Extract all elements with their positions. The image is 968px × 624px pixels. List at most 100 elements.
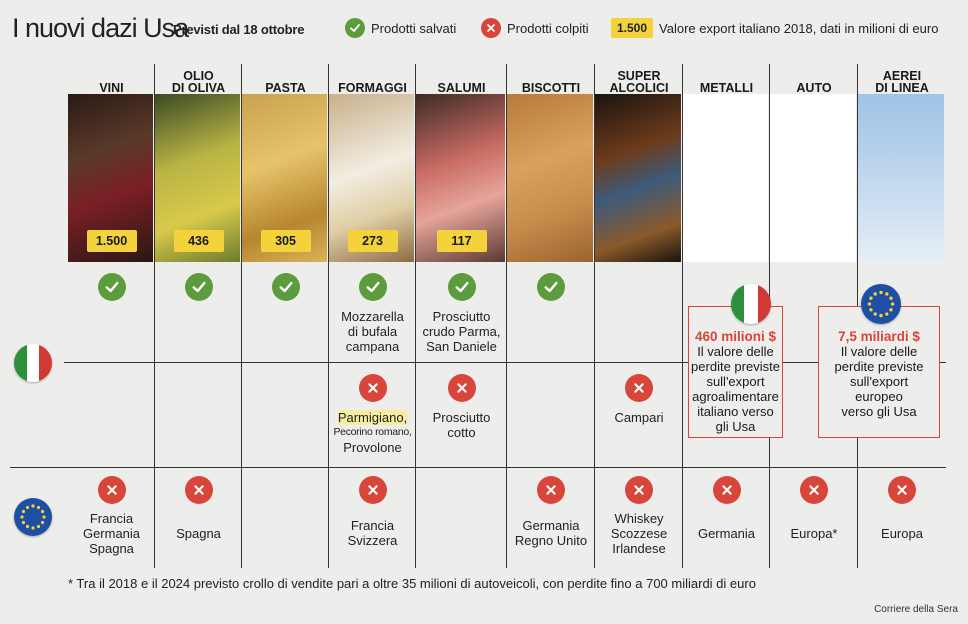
eu-hit-countries: Germania bbox=[697, 526, 756, 541]
check-circle-icon bbox=[97, 273, 126, 301]
column-header: AUTO bbox=[770, 60, 858, 95]
column-header-line2: SALUMI bbox=[437, 81, 486, 95]
eu-star bbox=[869, 296, 873, 300]
column-header-line2: PASTA bbox=[265, 81, 306, 95]
check-circle-icon bbox=[358, 273, 387, 301]
eu-hit-marker bbox=[625, 476, 653, 504]
check-circle-icon bbox=[271, 273, 300, 301]
page-subtitle: Previsti dal 18 ottobre bbox=[173, 22, 305, 37]
italy-hit-marker bbox=[447, 374, 476, 402]
x-circle-icon bbox=[184, 476, 213, 504]
check-circle-icon bbox=[447, 273, 476, 301]
column-header: AEREI DI LINEA bbox=[858, 60, 946, 95]
column-header-line1: OLIO bbox=[183, 69, 214, 83]
export-value-badge: 117 bbox=[436, 230, 487, 252]
eu-star bbox=[867, 302, 872, 306]
column-header-line2: FORMAGGI bbox=[338, 81, 407, 95]
cheese-pecorino: Pecorino romano, bbox=[333, 426, 412, 438]
eu-hit-countries: Spagna bbox=[176, 526, 221, 541]
cheese-parmigiano: Parmigiano, bbox=[337, 410, 408, 425]
eu-hit-marker bbox=[97, 476, 126, 504]
eu-hit-marker bbox=[712, 476, 741, 504]
export-value-badge: 436 bbox=[173, 230, 224, 252]
italy-saved-marker bbox=[271, 273, 300, 301]
eu-star bbox=[869, 308, 873, 312]
eu-star bbox=[890, 302, 895, 306]
loss-box-italy: 460 milioni $ Il valore delle perdite pr… bbox=[688, 306, 783, 438]
legend-value-badge: 1.500 bbox=[611, 18, 654, 38]
product-photo bbox=[683, 94, 768, 262]
column-header: FORMAGGI bbox=[329, 60, 416, 95]
eu-star bbox=[40, 509, 45, 514]
italy-hit-marker bbox=[358, 374, 387, 402]
eu-star bbox=[25, 524, 30, 529]
x-circle-icon bbox=[537, 476, 565, 504]
row-divider bbox=[10, 467, 946, 468]
italy-saved-marker bbox=[537, 273, 565, 301]
eu-star bbox=[31, 504, 35, 508]
column-header: SUPER ALCOLICI bbox=[595, 60, 683, 95]
eu-star bbox=[40, 520, 45, 525]
legend-value: 1.500 Valore export italiano 2018, dati … bbox=[611, 18, 938, 38]
eu-star bbox=[885, 292, 889, 296]
loss-box-europe: 7,5 miliardi $ Il valore delle perdite p… bbox=[818, 306, 940, 438]
column-divider bbox=[328, 64, 329, 568]
product-photo bbox=[770, 94, 856, 262]
italy-hit-products: Prosciutto cotto bbox=[432, 410, 491, 440]
italy-saved-products: Mozzarella di bufala campana bbox=[341, 309, 404, 354]
page-title: I nuovi dazi Usa bbox=[12, 13, 189, 43]
italy-hit-cheeses: Parmigiano, Pecorino romano, Provolone bbox=[325, 410, 420, 455]
eu-stars-icon bbox=[20, 504, 46, 530]
eu-star bbox=[873, 312, 877, 316]
loss-europe-text: Il valore delle perdite previste sull'ex… bbox=[834, 344, 924, 419]
eu-hit-marker bbox=[184, 476, 213, 504]
x-circle-icon bbox=[481, 18, 501, 38]
eu-star bbox=[889, 308, 893, 312]
column-header-line2: BISCOTTI bbox=[521, 81, 581, 95]
eu-hit-countries: Europa bbox=[881, 526, 923, 541]
legend-saved: Prodotti salvati bbox=[345, 18, 456, 38]
product-photo bbox=[858, 94, 944, 262]
italy-saved-marker bbox=[447, 273, 476, 301]
x-circle-icon bbox=[625, 476, 653, 504]
x-circle-icon bbox=[447, 374, 476, 402]
italy-saved-marker bbox=[184, 273, 213, 301]
column-header-line1: AEREI bbox=[882, 69, 922, 83]
loss-europe-amount: 7,5 miliardi $ bbox=[838, 329, 920, 344]
eu-star bbox=[25, 505, 30, 510]
column-header: METALLI bbox=[683, 60, 770, 95]
eu-star bbox=[885, 312, 889, 316]
italy-saved-products: Prosciutto crudo Parma, San Daniele bbox=[422, 309, 501, 354]
eu-star bbox=[36, 505, 41, 510]
eu-star bbox=[21, 520, 26, 525]
eu-star bbox=[21, 509, 26, 514]
column-header-line1: SUPER bbox=[617, 69, 661, 83]
eu-star bbox=[42, 515, 46, 519]
eu-star bbox=[879, 313, 883, 318]
eu-hit-countries: Germania Regno Unito bbox=[514, 518, 588, 548]
x-circle-icon bbox=[358, 374, 387, 402]
italy-flag-badge-icon bbox=[731, 284, 771, 324]
row-divider bbox=[64, 362, 946, 363]
column-header-line2: VINI bbox=[99, 81, 124, 95]
column-header: OLIO DI OLIVA bbox=[155, 60, 242, 95]
column-header: PASTA bbox=[242, 60, 329, 95]
check-circle-icon bbox=[537, 273, 565, 301]
column-header-line2: ALCOLICI bbox=[609, 81, 669, 95]
check-circle-icon bbox=[345, 18, 365, 38]
eu-hit-countries: Europa* bbox=[790, 526, 838, 541]
italy-hit-marker bbox=[625, 374, 653, 402]
cheese-provolone: Provolone bbox=[343, 440, 402, 455]
column-divider bbox=[154, 64, 155, 568]
legend-hit-label: Prodotti colpiti bbox=[507, 20, 589, 36]
legend-value-label: Valore export italiano 2018, dati in mil… bbox=[659, 20, 939, 36]
legend-hit: Prodotti colpiti bbox=[481, 18, 589, 38]
column-divider bbox=[506, 64, 507, 568]
loss-italy-text: Il valore delle perdite previste sull'ex… bbox=[691, 344, 780, 434]
product-photo bbox=[507, 94, 593, 262]
eu-hit-marker bbox=[537, 476, 565, 504]
x-circle-icon bbox=[358, 476, 387, 504]
x-circle-icon bbox=[712, 476, 741, 504]
x-circle-icon bbox=[625, 374, 653, 402]
column-divider bbox=[594, 64, 595, 568]
